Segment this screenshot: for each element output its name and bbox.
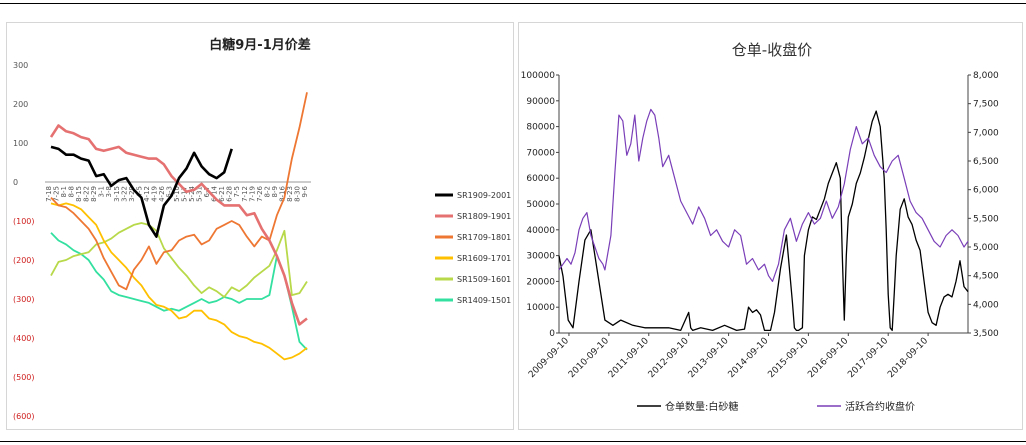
series-line-sr1809-1901 [49, 124, 308, 326]
x-tick-label: 2015-09-10 [766, 336, 810, 380]
x-tick-label: 8-22 [83, 186, 91, 202]
y-tick-label: 200 [13, 100, 28, 109]
x-tick-label: 5-31 [196, 186, 204, 202]
left-tick-label: 80000 [526, 123, 555, 133]
x-tick-label: 4-12 [143, 186, 151, 202]
y-tick-label: (200) [13, 256, 35, 265]
x-tick-label: 7-5 [233, 186, 241, 197]
right-tick-label: 4,000 [973, 300, 999, 310]
x-tick-label: 2010-09-10 [567, 336, 611, 380]
x-tick-label: 8-15 [75, 186, 83, 202]
x-tick-label: 2014-09-10 [727, 336, 771, 380]
x-tick-label: 4-5 [135, 186, 143, 197]
x-tick-label: 2018-09-10 [886, 336, 930, 380]
right-tick-label: 3,500 [973, 329, 999, 339]
series-line-warrant-quantity [558, 110, 969, 332]
chart-title: 仓单-收盘价 [732, 41, 812, 59]
series-line-sr1909-2001 [50, 145, 233, 238]
right-tick-label: 7,500 [973, 100, 999, 110]
x-tick-label: 2009-09-10 [527, 336, 571, 380]
x-tick-label: 3-22 [120, 186, 128, 202]
series-line-sr1409-1501 [50, 232, 308, 351]
x-tick-label: 8-29 [90, 186, 98, 202]
right-tick-label: 5,000 [973, 243, 999, 253]
y-tick-label: (300) [13, 295, 35, 304]
left-tick-label: 10000 [526, 303, 555, 313]
x-tick-label: 8-8 [68, 186, 76, 197]
x-tick-label: 2016-09-10 [806, 336, 850, 380]
y-tick-label: (400) [13, 334, 35, 343]
left-tick-label: 70000 [526, 148, 555, 158]
x-tick-label: 8-30 [293, 186, 301, 202]
legend-label: 活跃合约收盘价 [845, 400, 915, 413]
x-tick-label: 6-7 [203, 186, 211, 197]
x-tick-label: 2012-09-10 [647, 336, 691, 380]
y-tick-label: (600) [13, 412, 35, 421]
legend-label: 仓单数量:白砂糖 [665, 400, 738, 413]
y-tick-label: 100 [13, 139, 28, 148]
left-tick-label: 0 [549, 329, 555, 339]
x-tick-label: 8-16 [278, 185, 286, 201]
x-tick-label: 7-18 [45, 186, 53, 202]
right-tick-label: 6,500 [973, 157, 999, 167]
spread-chart: 白糖9月-1月价差 300 200 100 0 (100) (200) (300) (400) (… [13, 37, 511, 421]
x-tick-label: 8-1 [60, 186, 68, 197]
x-tick-label: 7-26 [256, 185, 264, 201]
x-tick-label: 2017-09-10 [846, 336, 890, 380]
x-tick-label: 6-28 [226, 186, 234, 202]
series-line-sr1509-1601 [50, 222, 308, 298]
warrant-price-chart: 仓单-收盘价1000009000080000700006000050000400… [521, 41, 999, 413]
x-tick-label: 2013-09-10 [687, 336, 731, 380]
series-line-sr1709-1801 [50, 92, 308, 291]
x-tick-label: 3-1 [98, 186, 106, 197]
left-tick-label: 30000 [526, 252, 555, 262]
legend-label: SR1609-1701 [457, 254, 511, 263]
right-tick-label: 8,000 [973, 71, 999, 81]
x-tick-label: 4-26 [158, 185, 166, 201]
left-tick-label: 50000 [526, 200, 555, 210]
legend-label: SR1809-1901 [457, 212, 511, 221]
x-tick-label: 5-24 [188, 185, 196, 201]
x-tick-label: 7-12 [241, 186, 249, 202]
x-tick-label: 3-29 [128, 186, 136, 202]
x-tick-label: 3-8 [105, 186, 113, 197]
x-tick-label: 7-25 [53, 186, 61, 202]
legend-label: SR1509-1601 [457, 275, 511, 284]
x-tick-label: 8-2 [263, 186, 271, 197]
y-tick-label: (500) [13, 373, 35, 382]
x-tick-label: 5-3 [165, 186, 173, 197]
left-tick-label: 60000 [526, 174, 555, 184]
left-tick-label: 90000 [526, 97, 555, 107]
warrant-price-chart-panel: 仓单-收盘价 100000 90000 80000 70000 60000 50000 400… [518, 22, 1023, 430]
spread-chart-panel: 白糖9月-1月价差 300 200 100 0 (100) (200) (300) (400) (… [6, 22, 514, 430]
x-tick-label: 8-9 [271, 186, 279, 197]
legend-label: SR1909-2001 [457, 191, 511, 200]
legend-label: SR1409-1501 [457, 296, 511, 305]
x-tick-label: 5-10 [173, 186, 181, 202]
x-tick-label: 9-6 [301, 185, 309, 197]
left-tick-label: 100000 [521, 71, 556, 81]
y-tick-label: (100) [13, 217, 35, 226]
x-tick-label: 6-21 [218, 186, 226, 202]
right-tick-label: 6,000 [973, 186, 999, 196]
x-tick-label: 5-17 [181, 186, 189, 202]
y-tick-label: 300 [13, 61, 28, 70]
chart-title: 白糖9月-1月价差 [209, 37, 311, 53]
x-tick-label: 2011-09-10 [607, 336, 651, 380]
x-tick-label: 8-23 [286, 186, 294, 202]
series-line-close-price [558, 108, 969, 282]
x-tick-label: 6-14 [211, 185, 219, 201]
x-tick-label: 4-19 [150, 186, 158, 202]
series-line-sr1609-1701 [50, 202, 308, 361]
right-tick-label: 5,500 [973, 214, 999, 224]
x-tick-label: 3-15 [113, 186, 121, 202]
legend-label: SR1709-1801 [457, 233, 511, 242]
right-tick-label: 4,500 [973, 272, 999, 282]
right-tick-label: 7,000 [973, 128, 999, 138]
left-tick-label: 40000 [526, 226, 555, 236]
x-tick-label: 7-19 [248, 186, 256, 202]
y-tick-label: 0 [13, 178, 18, 187]
left-tick-label: 20000 [526, 277, 555, 287]
